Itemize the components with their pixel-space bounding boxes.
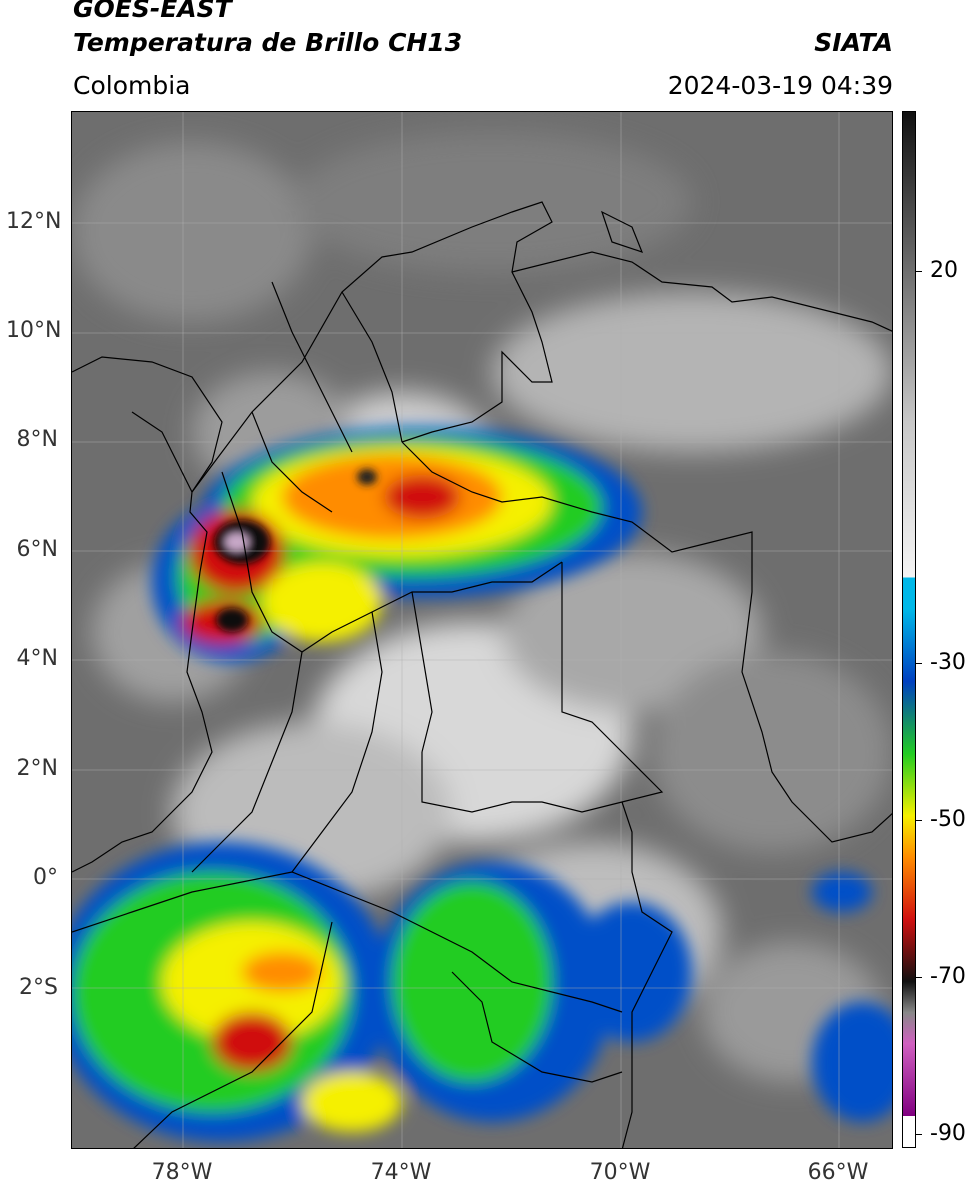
satellite-map [72, 112, 892, 1148]
boundaries [72, 201, 892, 1148]
convective-cell-north [152, 427, 642, 662]
credit-label: SIATA [814, 28, 893, 57]
lat-tick-label: 6°N [16, 537, 58, 562]
satellite-title: GOES-EAST [73, 0, 232, 23]
lon-tick-label: 70°W [589, 1160, 651, 1185]
colorbar-tick-label: -30 [930, 650, 966, 675]
lon-tick-label: 66°W [807, 1160, 869, 1185]
colorbar-tick [916, 820, 922, 821]
lat-tick-label: 8°N [16, 427, 58, 452]
colorbar-tick-label: -50 [930, 807, 966, 832]
colorbar-tick [916, 271, 922, 272]
colorbar-tick [916, 1134, 922, 1135]
lat-tick-label: 2°S [19, 975, 58, 1000]
colorbar-tick-label: 20 [930, 258, 958, 283]
lat-tick-label: 10°N [6, 318, 62, 343]
lat-tick-label: 0° [33, 865, 58, 890]
lat-tick-label: 12°N [6, 209, 62, 234]
cold-core-north [214, 469, 377, 632]
product-title: Temperatura de Brillo CH13 [73, 28, 463, 57]
lon-tick-label: 74°W [370, 1160, 432, 1185]
colorbar-tick-label: -90 [930, 1121, 966, 1146]
colorbar [902, 111, 916, 1148]
region-label: Colombia [73, 71, 191, 100]
colorbar-tick [916, 663, 922, 664]
colorbar-tick [916, 977, 922, 978]
lon-tick-label: 78°W [151, 1160, 213, 1185]
graticule [72, 112, 892, 1148]
convective-cell-south [72, 842, 892, 1142]
datetime-label: 2024-03-19 04:39 [667, 71, 893, 100]
lat-tick-label: 4°N [16, 646, 58, 671]
colorbar-tick-label: -70 [930, 964, 966, 989]
lat-tick-label: 2°N [16, 756, 58, 781]
map-panel [71, 111, 893, 1149]
